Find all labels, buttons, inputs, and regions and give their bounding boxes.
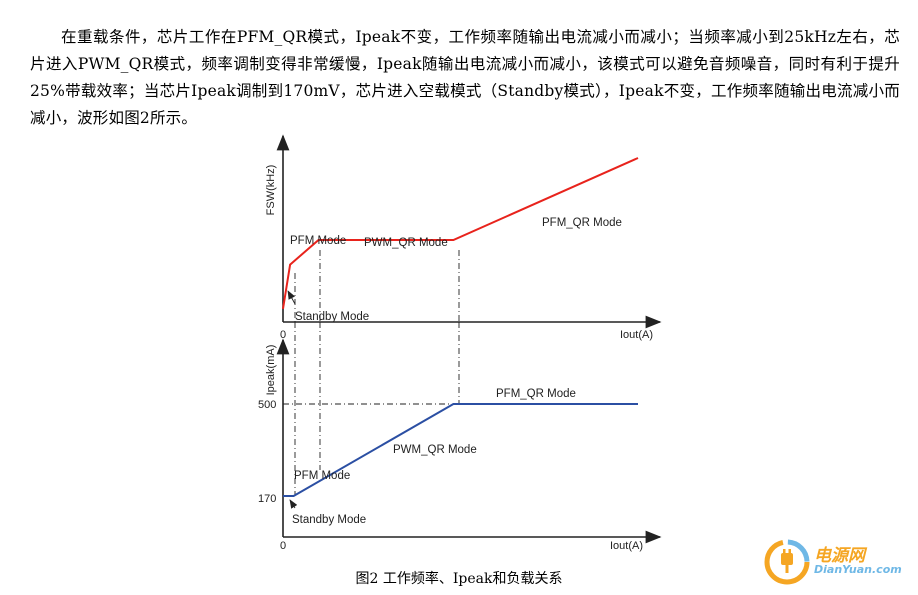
fsw-standby-arrow (287, 290, 296, 305)
ipeak-region-pfm: PFM Mode (294, 470, 350, 482)
ipeak-region-standby: Standby Mode (292, 514, 366, 526)
fsw-region-pfmqr: PFM_QR Mode (542, 217, 622, 229)
ipeak-y-tick-170: 170 (258, 493, 276, 505)
figure-2: FSW(kHz) Iout(A) 0 PFM Mode PWM_QR Mode … (240, 128, 680, 572)
ipeak-x-label: Iout(A) (610, 540, 643, 552)
logo-text-en: DianYuan.com (814, 563, 902, 576)
figure-svg: FSW(kHz) Iout(A) 0 PFM Mode PWM_QR Mode … (258, 134, 662, 552)
ipeak-standby-arrow (289, 499, 298, 509)
dianyuan-logo: 电源网 DianYuan.com (764, 537, 914, 587)
ipeak-line (283, 403, 638, 497)
ipeak-x-tick-0: 0 (280, 540, 286, 552)
fsw-x-label: Iout(A) (620, 329, 653, 341)
fsw-region-pwmqr: PWM_QR Mode (364, 237, 448, 249)
ipeak-region-pfmqr: PFM_QR Mode (496, 388, 576, 400)
fsw-line (282, 157, 639, 310)
fsw-region-standby: Standby Mode (295, 311, 369, 323)
figure-caption: 图2 工作频率、Ipeak和负载关系 (355, 571, 563, 587)
ipeak-region-pwmqr: PWM_QR Mode (393, 444, 477, 456)
fsw-x-tick-0: 0 (280, 329, 286, 341)
ipeak-chart: Ipeak(mA) Iout(A) 0 500 170 PFM_QR Mode … (258, 322, 662, 552)
fsw-chart: FSW(kHz) Iout(A) 0 PFM Mode PWM_QR Mode … (265, 134, 662, 341)
fsw-y-label: FSW(kHz) (265, 165, 277, 216)
ipeak-y-label: Ipeak(mA) (265, 345, 277, 396)
ipeak-y-tick-500: 500 (258, 399, 276, 411)
plug-icon (764, 539, 810, 585)
fsw-region-pfm: PFM Mode (290, 235, 346, 247)
body-paragraph: 在重载条件，芯片工作在PFM_QR模式，Ipeak不变，工作频率随输出电流减小而… (30, 27, 900, 127)
logo-text-cn: 电源网 (814, 546, 865, 566)
